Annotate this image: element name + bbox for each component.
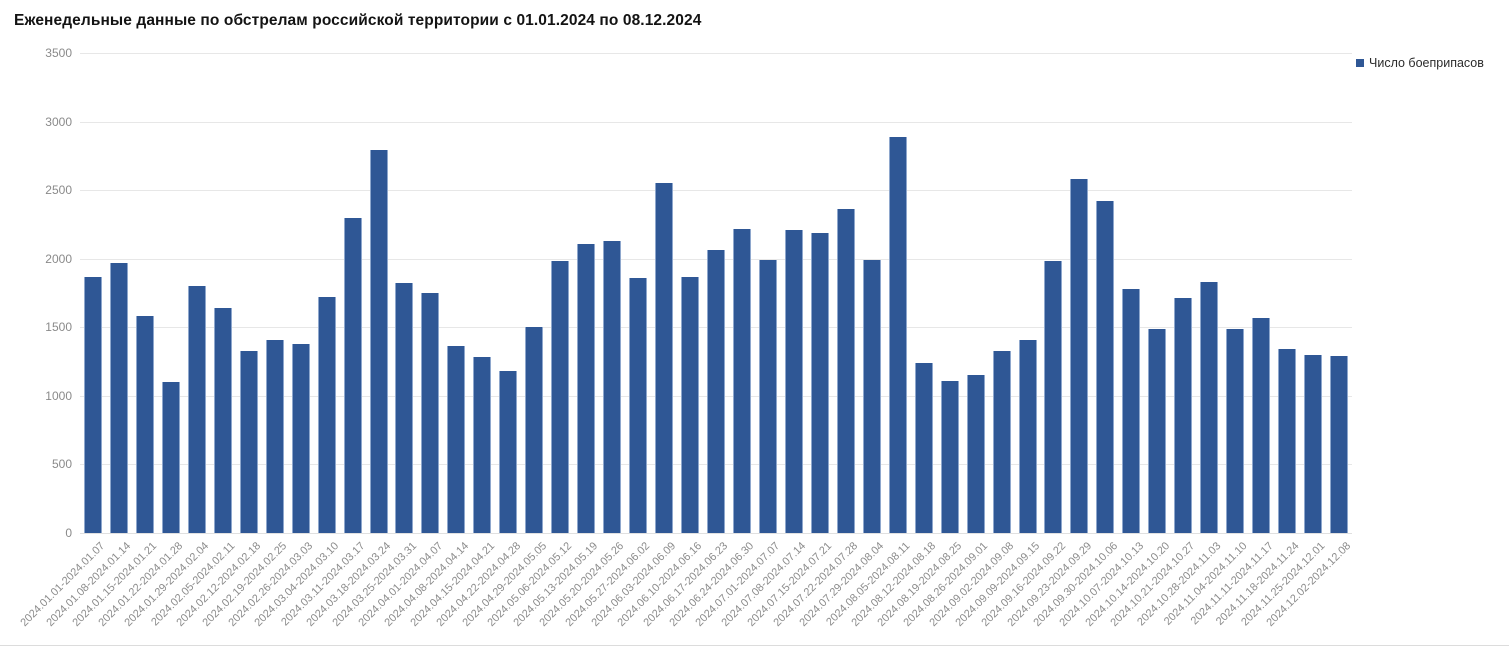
gridline [80,533,1352,534]
bar[interactable] [83,276,102,533]
bar[interactable] [940,380,959,533]
bar[interactable] [1122,288,1141,533]
bar[interactable] [732,228,751,533]
bar[interactable] [1252,317,1271,533]
bar[interactable] [135,316,154,533]
bar[interactable] [966,375,985,533]
bar[interactable] [1330,356,1349,533]
bar[interactable] [629,277,648,533]
y-axis-tick-label: 500 [51,457,72,472]
gridline [80,121,1352,123]
bar[interactable] [836,209,855,533]
bar[interactable] [707,250,725,533]
gridline [80,53,1352,54]
bar[interactable] [1070,179,1089,533]
bar[interactable] [317,297,336,533]
y-axis-tick-label: 1000 [45,388,72,403]
bar[interactable] [1174,298,1193,533]
bar[interactable] [109,262,128,533]
bottom-divider [0,645,1509,646]
bar[interactable] [1226,328,1245,533]
bar[interactable] [1278,349,1297,533]
y-axis-tick-label: 2500 [45,183,72,198]
bar[interactable] [551,261,570,533]
bar[interactable] [213,308,232,533]
bar[interactable] [499,371,518,533]
bar[interactable] [1304,354,1323,533]
bar[interactable] [914,362,933,533]
bar[interactable] [888,136,907,533]
bar[interactable] [862,260,881,533]
bar[interactable] [187,286,206,533]
bar[interactable] [473,357,492,533]
y-axis-tick-label: 2000 [45,251,72,266]
chart-title: Еженедельные данные по обстрелам российс… [14,12,702,29]
legend-swatch-icon [1356,59,1364,67]
bar[interactable] [758,260,777,533]
bar[interactable] [810,232,829,533]
bar[interactable] [681,276,700,533]
y-axis-tick-label: 0 [65,526,72,540]
bar[interactable] [525,327,544,533]
bar[interactable] [1148,328,1167,533]
y-axis-tick-label: 3000 [45,114,72,129]
y-axis-tick-label: 1500 [45,320,72,335]
bar[interactable] [1096,201,1115,533]
bar[interactable] [343,217,362,533]
bar[interactable] [291,343,310,533]
bar[interactable] [577,243,596,533]
bar[interactable] [1018,339,1037,533]
legend-item[interactable]: Число боеприпасов [1356,56,1484,70]
y-axis-tick-label: 3500 [45,46,72,60]
legend-label: Число боеприпасов [1369,56,1484,70]
bar[interactable] [421,293,440,533]
bar[interactable] [655,183,674,533]
bar[interactable] [447,346,466,533]
bar[interactable] [1200,282,1219,533]
bar[interactable] [265,339,284,533]
bar[interactable] [1044,261,1063,533]
bar[interactable] [784,229,803,533]
bar[interactable] [992,350,1011,533]
bar[interactable] [603,240,622,533]
bar[interactable] [395,283,414,533]
bar[interactable] [369,150,388,533]
bar[interactable] [239,350,258,533]
gridline [80,190,1352,192]
bar[interactable] [161,382,180,533]
